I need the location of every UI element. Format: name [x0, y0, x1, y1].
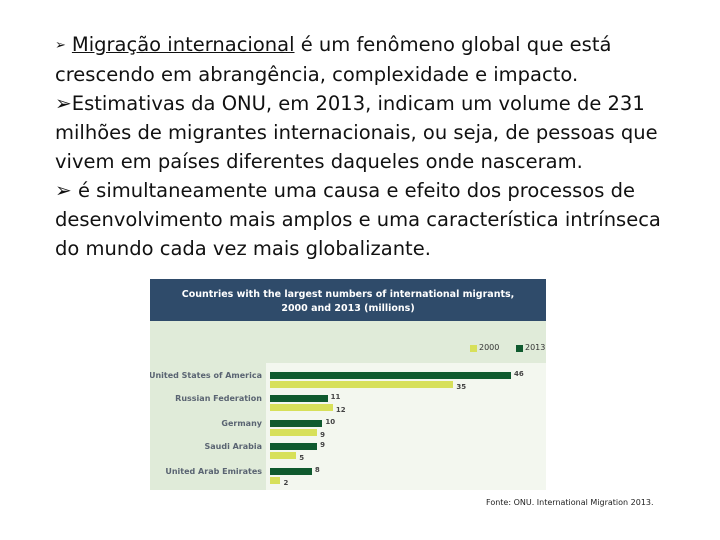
chart-title-line1: Countries with the largest numbers of in…: [181, 289, 515, 300]
body-text: ➢ Migração internacional é um fenômeno gl…: [55, 30, 675, 263]
source-note: Fonte: ONU. International Migration 2013…: [486, 498, 654, 507]
data-label-2013: 9: [320, 441, 326, 449]
bar-2000: [270, 381, 454, 388]
chart-title-line2: 2000 and 2013 (millions): [281, 303, 415, 314]
bullet-1: ➢ Migração internacional é um fenômeno gl…: [55, 30, 675, 89]
legend-label-2013: 2013: [525, 343, 546, 352]
migrants-chart: Countries with the largest numbers of in…: [150, 279, 546, 490]
legend-swatch-2000: [470, 345, 477, 352]
category-label: United States of America: [150, 371, 262, 380]
bar-2000: [270, 477, 281, 484]
data-label-2000: 5: [299, 454, 305, 462]
data-label-2000: 2: [283, 479, 289, 487]
data-label-2000: 9: [320, 431, 326, 439]
bar-2000: [270, 404, 333, 411]
category-label: Saudi Arabia: [204, 442, 262, 451]
arrow-bullet-icon: ➢: [55, 178, 72, 202]
data-label-2013: 11: [330, 393, 341, 401]
bullet-3-text: é simultaneamente uma causa e efeito dos…: [55, 179, 661, 260]
bullet-2: ➢Estimativas da ONU, em 2013, indicam um…: [55, 89, 675, 176]
category-label: Germany: [221, 419, 262, 428]
data-label-2013: 8: [314, 466, 320, 474]
bar-2013: [270, 372, 512, 379]
chart-header: Countries with the largest numbers of in…: [150, 279, 546, 321]
legend-label-2000: 2000: [479, 343, 500, 352]
arrow-bullet-icon: ➢: [55, 38, 66, 53]
bullet-2-text: Estimativas da ONU, em 2013, indicam um …: [55, 92, 658, 173]
data-label-2000: 12: [335, 406, 346, 414]
bullet-1-text: é um fenômeno global que está crescendo …: [55, 33, 612, 86]
bar-2013: [270, 443, 318, 450]
bar-2013: [270, 420, 323, 427]
bar-2000: [270, 452, 297, 459]
bar-2013: [270, 468, 312, 475]
data-label-2000: 35: [456, 383, 467, 391]
category-label: United Arab Emirates: [165, 467, 262, 476]
data-label-2013: 10: [325, 418, 336, 426]
bar-2013: [270, 395, 328, 402]
arrow-bullet-icon: ➢: [55, 91, 72, 115]
bullet-3: ➢ é simultaneamente uma causa e efeito d…: [55, 176, 675, 263]
bullet-1-underlined: Migração internacional: [71, 33, 295, 56]
legend-swatch-2013: [516, 345, 523, 352]
data-label-2013: 46: [514, 370, 524, 378]
category-label: Russian Federation: [175, 394, 262, 403]
bar-2000: [270, 429, 318, 436]
